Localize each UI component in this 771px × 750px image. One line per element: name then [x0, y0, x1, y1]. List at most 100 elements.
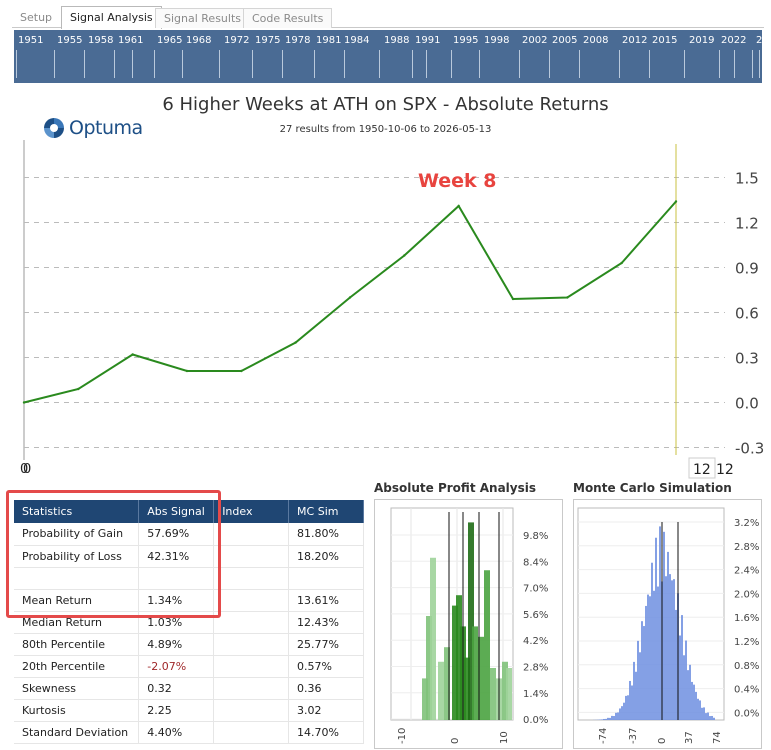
y-tick-label: 0.0%	[734, 708, 759, 719]
table-row: Kurtosis 2.25 3.02	[14, 699, 364, 722]
tab-signal-results[interactable]: Signal Results	[155, 8, 251, 28]
x-tick-label: 37	[684, 731, 695, 744]
timeline-year-label: 2022	[721, 35, 747, 46]
chart-subtitle: 27 results from 1950-10-06 to 2026-05-13	[279, 124, 492, 135]
stat-index	[213, 677, 290, 700]
histogram-bar	[607, 717, 609, 720]
x-end-label: 12	[693, 462, 711, 478]
timeline-signal-tick[interactable]	[84, 50, 85, 78]
x-tick-label: 10	[499, 731, 510, 744]
histogram-bar	[649, 596, 651, 720]
data-point	[22, 401, 26, 404]
timeline-signal-tick[interactable]	[412, 50, 413, 78]
x-start-label: 0	[20, 462, 28, 477]
histogram-bar	[422, 678, 428, 720]
histogram-bar	[673, 579, 675, 720]
timeline-signal-tick[interactable]	[684, 50, 685, 78]
timeline-year-label: 1981	[316, 35, 342, 46]
stat-mc-sim: 13.61%	[288, 589, 364, 612]
timeline-signal-tick[interactable]	[252, 50, 253, 78]
tab-signal-analysis[interactable]: Signal Analysis	[61, 6, 162, 29]
stat-index	[213, 699, 290, 722]
timeline-signal-tick[interactable]	[54, 50, 55, 78]
header-index[interactable]: Index	[213, 500, 290, 523]
y-tick-label: 1.2%	[734, 637, 759, 648]
timeline-signal-tick[interactable]	[314, 50, 315, 78]
timeline-year-label: 1961	[118, 35, 144, 46]
table-row	[14, 567, 364, 590]
timeline-signal-tick[interactable]	[519, 50, 520, 78]
table-row: Skewness 0.32 0.36	[14, 677, 364, 700]
returns-line-chart[interactable]: 1.51.20.90.60.30.0-0.300 12 12	[0, 140, 771, 480]
y-tick-label: 1.6%	[734, 613, 759, 624]
stat-mc-sim: 25.77%	[288, 633, 364, 656]
timeline-signal-tick[interactable]	[182, 50, 183, 78]
table-row: Mean Return 1.34% 13.61%	[14, 589, 364, 612]
table-row: Probability of Loss 42.31% 18.20%	[14, 545, 364, 568]
timeline-signal-tick[interactable]	[114, 50, 115, 78]
timeline-signal-tick[interactable]	[16, 50, 17, 78]
profit-histogram: 9.8% 8.4% 7.0% 5.6% 4.2% 2.8% 1.4% 0.0% -10 0 10	[390, 507, 548, 744]
timeline-signal-tick[interactable]	[379, 50, 380, 78]
y-tick-label: 0.9	[735, 260, 759, 278]
series-line	[23, 200, 677, 404]
timeline-year-label: 2	[756, 35, 762, 46]
histogram-bar	[693, 684, 695, 720]
timeline-year-label: 1988	[384, 35, 410, 46]
histogram-bar	[703, 707, 705, 720]
x-tick-label: 0	[450, 738, 461, 744]
timeline-year-label: 1991	[415, 35, 441, 46]
histogram-bar	[444, 647, 450, 720]
data-point	[403, 254, 406, 257]
stat-label: 80th Percentile	[14, 633, 140, 656]
histogram-bar	[633, 661, 635, 720]
table-row: Probability of Gain 57.69% 81.80%	[14, 523, 364, 546]
header-statistics[interactable]: Statistics	[14, 500, 140, 523]
histogram-bar	[701, 707, 703, 720]
histogram-bar	[683, 655, 685, 720]
x-tick-label: 0	[657, 738, 668, 744]
timeline-signal-tick[interactable]	[451, 50, 452, 78]
header-mc-sim[interactable]: MC Sim	[288, 500, 364, 523]
timeline-signal-tick[interactable]	[579, 50, 580, 78]
timeline-year-label: 1958	[88, 35, 114, 46]
histogram-bar	[468, 522, 474, 720]
timeline-signal-tick[interactable]	[734, 50, 735, 78]
histogram-bar	[695, 691, 697, 720]
timeline-year-label: 1968	[186, 35, 212, 46]
histogram-bar	[707, 712, 709, 720]
tab-setup[interactable]: Setup	[20, 11, 53, 24]
histogram-bar	[709, 716, 711, 720]
stat-mc-sim	[288, 567, 364, 590]
stat-label: 20th Percentile	[14, 655, 140, 678]
timeline-year-label: 1965	[157, 35, 183, 46]
timeline-signal-tick[interactable]	[549, 50, 550, 78]
timeline-signal-tick[interactable]	[719, 50, 720, 78]
timeline-signal-tick[interactable]	[132, 50, 133, 78]
timeline-signal-tick[interactable]	[752, 50, 753, 78]
timeline-year-label: 1984	[344, 35, 370, 46]
timeline-signal-tick[interactable]	[426, 50, 427, 78]
histogram-bar	[641, 621, 643, 720]
timeline-year-label: 1955	[57, 35, 83, 46]
histogram-bar	[687, 670, 689, 720]
histogram-bar	[609, 717, 611, 720]
timeline-signal-tick[interactable]	[154, 50, 155, 78]
timeline-signal-tick[interactable]	[619, 50, 620, 78]
stat-index	[213, 721, 290, 744]
timeline-signal-tick[interactable]	[344, 50, 345, 78]
timeline-signal-tick[interactable]	[219, 50, 220, 78]
timeline-strip[interactable]: 1951 1955 1958 1961 1965 1968 1972 1975 1978 1981…	[14, 30, 762, 83]
histogram-bar	[647, 594, 649, 720]
timeline-signal-tick[interactable]	[759, 50, 760, 78]
timeline-signal-tick[interactable]	[479, 50, 480, 78]
tab-code-results[interactable]: Code Results	[243, 8, 333, 28]
y-tick-label: 0.3	[735, 350, 759, 368]
header-abs-signal[interactable]: Abs Signal	[138, 500, 215, 523]
profit-analysis-panel[interactable]: 9.8% 8.4% 7.0% 5.6% 4.2% 2.8% 1.4% 0.0% -10 0 10	[374, 499, 563, 749]
timeline-signal-tick[interactable]	[282, 50, 283, 78]
timeline-signal-tick[interactable]	[649, 50, 650, 78]
profit-analysis-title: Absolute Profit Analysis	[374, 481, 536, 495]
monte-carlo-panel[interactable]: 3.2% 2.8% 2.4% 2.0% 1.6% 1.2% 0.8% 0.4% 0.0% -74 -…	[573, 499, 762, 749]
histogram-bar	[615, 712, 617, 720]
